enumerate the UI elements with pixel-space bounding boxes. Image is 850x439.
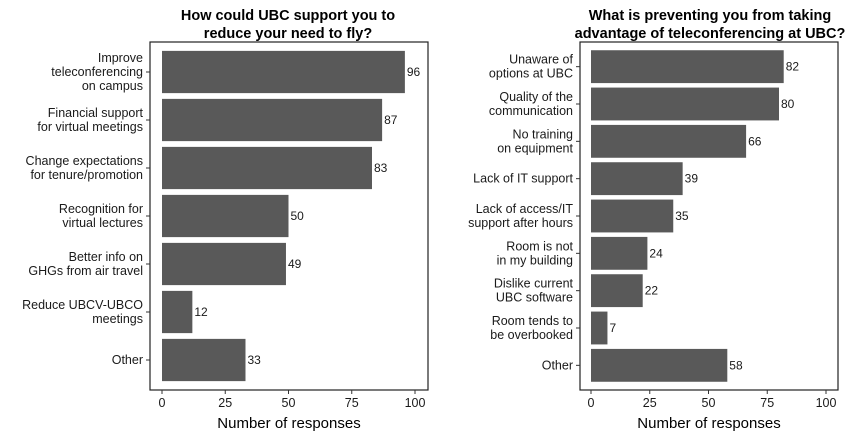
category-label: for tenure/promotion <box>30 168 143 182</box>
data-label: 35 <box>675 209 689 223</box>
bar <box>591 199 674 233</box>
category-label: Reduce UBCV-UBCO <box>22 298 143 312</box>
category-label: Room is not <box>506 239 573 253</box>
bar <box>591 348 728 382</box>
category-label: Better info on <box>69 250 143 264</box>
chart-title-line: reduce your need to fly? <box>204 26 373 42</box>
chart-panel-fly-support: How could UBC support you to reduce your … <box>22 8 429 432</box>
data-label: 80 <box>781 97 795 111</box>
chart-panel-teleconf-barriers: What is preventing you from taking advant… <box>468 8 845 432</box>
x-axis-label: Number of responses <box>637 415 780 432</box>
x-tick-label: 75 <box>345 396 359 410</box>
bar <box>591 274 643 308</box>
category-label: teleconferencing <box>51 65 143 79</box>
category-label: UBC software <box>496 291 573 305</box>
bar <box>162 50 405 94</box>
bar <box>591 124 747 158</box>
category-label: on campus <box>82 79 143 93</box>
bar <box>162 146 372 190</box>
category-label: Financial support <box>48 106 144 120</box>
category-label: meetings <box>92 312 143 326</box>
bar <box>591 87 779 121</box>
data-label: 66 <box>748 134 762 148</box>
category-label: support after hours <box>468 216 573 230</box>
data-label: 58 <box>729 358 743 372</box>
bar <box>591 50 784 84</box>
data-label: 82 <box>786 60 800 74</box>
x-tick-label: 25 <box>218 396 232 410</box>
bar <box>162 290 193 334</box>
category-label: in my building <box>497 253 573 267</box>
category-label: communication <box>489 104 573 118</box>
bar <box>162 242 286 286</box>
x-tick-label: 0 <box>159 396 166 410</box>
category-label: Lack of access/IT <box>476 202 574 216</box>
x-axis-label: Number of responses <box>217 415 360 432</box>
bar <box>162 194 289 238</box>
x-tick-label: 75 <box>760 396 774 410</box>
category-label: for virtual meetings <box>37 120 143 134</box>
data-label: 22 <box>645 284 659 298</box>
bar <box>591 236 648 270</box>
category-label: Recognition for <box>59 202 143 216</box>
category-label: Other <box>112 353 143 367</box>
data-label: 7 <box>609 321 616 335</box>
category-label: virtual lectures <box>62 216 143 230</box>
category-label: Dislike current <box>494 277 574 291</box>
category-label: Quality of the <box>499 90 573 104</box>
bar <box>162 98 383 142</box>
data-label: 96 <box>407 65 421 79</box>
category-label: Improve <box>98 51 143 65</box>
x-tick-label: 50 <box>282 396 296 410</box>
data-label: 12 <box>194 305 208 319</box>
category-label: on equipment <box>497 141 573 155</box>
category-label: Lack of IT support <box>473 172 573 186</box>
x-tick-label: 50 <box>702 396 716 410</box>
x-tick-label: 100 <box>816 396 837 410</box>
bar <box>591 162 683 196</box>
category-label: GHGs from air travel <box>28 264 143 278</box>
category-label: options at UBC <box>489 67 573 81</box>
chart-title-line: What is preventing you from taking <box>589 8 832 24</box>
data-label: 50 <box>291 209 305 223</box>
category-label: be overbooked <box>490 328 573 342</box>
category-label: Room tends to <box>492 314 573 328</box>
category-label: No training <box>513 127 573 141</box>
data-label: 49 <box>288 257 302 271</box>
category-label: Unaware of <box>509 53 573 67</box>
data-label: 39 <box>685 172 699 186</box>
data-label: 87 <box>384 113 398 127</box>
x-tick-label: 100 <box>405 396 426 410</box>
category-label: Change expectations <box>26 154 143 168</box>
chart-title-line: advantage of teleconferencing at UBC? <box>575 26 846 42</box>
x-tick-label: 25 <box>643 396 657 410</box>
data-label: 33 <box>247 353 261 367</box>
chart-title-line: How could UBC support you to <box>181 8 395 24</box>
data-label: 83 <box>374 161 388 175</box>
x-tick-label: 0 <box>588 396 595 410</box>
category-label: Other <box>542 358 573 372</box>
bar <box>162 338 246 382</box>
data-label: 24 <box>649 246 663 260</box>
bar <box>591 311 608 345</box>
